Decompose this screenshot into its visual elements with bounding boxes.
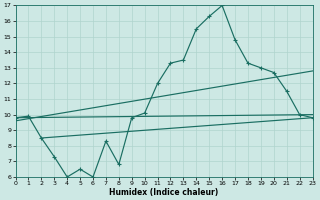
- X-axis label: Humidex (Indice chaleur): Humidex (Indice chaleur): [109, 188, 219, 197]
